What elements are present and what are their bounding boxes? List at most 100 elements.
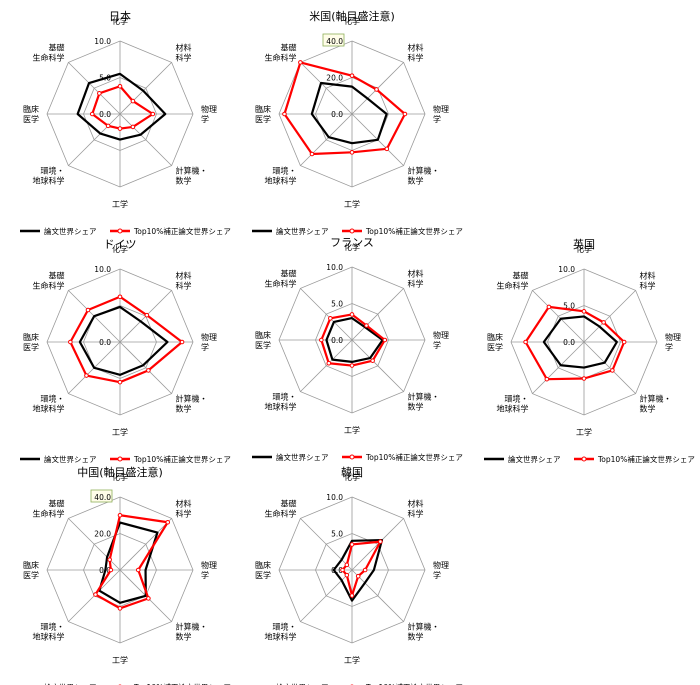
axis-label-line: 科学 bbox=[408, 508, 424, 518]
series-point bbox=[282, 111, 287, 117]
chart-title: ドイツ bbox=[104, 238, 137, 251]
series-line bbox=[78, 305, 169, 376]
grid-spoke bbox=[583, 341, 636, 394]
axis-label-line: 化学 bbox=[112, 472, 128, 482]
series-line bbox=[542, 315, 618, 369]
chart-title: 英国 bbox=[573, 237, 595, 251]
series-point bbox=[93, 592, 98, 597]
grid-spoke bbox=[300, 62, 353, 115]
grid-spoke bbox=[68, 113, 121, 166]
axis-label: 化学 bbox=[344, 472, 360, 482]
axis-label-line: 医学 bbox=[255, 340, 271, 350]
series-point bbox=[349, 542, 355, 547]
axis-label: 臨床医学 bbox=[23, 104, 39, 124]
legend-label: 論文世界シェア bbox=[44, 454, 97, 464]
series-point bbox=[117, 294, 123, 300]
series-point bbox=[117, 83, 123, 89]
axis-label: 環境・地球科学 bbox=[496, 394, 528, 414]
grid-spoke bbox=[532, 290, 585, 343]
axis-label-line: 工学 bbox=[112, 199, 128, 209]
axis-label-line: 環境・ bbox=[272, 392, 296, 402]
tick-label: 10.0 bbox=[558, 265, 575, 274]
series-point bbox=[146, 596, 151, 601]
legend-label: 論文世界シェア bbox=[44, 226, 97, 236]
series-point bbox=[340, 567, 345, 573]
axis-label-line: 臨床 bbox=[487, 332, 503, 342]
radar-panel: 日本0.05.010.0化学材料科学物理学計算機・数学工学環境・地球科学臨床医学… bbox=[20, 9, 231, 236]
series-line bbox=[76, 72, 167, 141]
axis-label: 臨床医学 bbox=[487, 332, 503, 352]
axis-label-line: 計算機・ bbox=[640, 394, 672, 404]
tick-label: 0.0 bbox=[99, 338, 111, 347]
axis-label: 材料科学 bbox=[408, 498, 424, 518]
axis-label-line: 基礎 bbox=[512, 270, 528, 280]
tick-label: 10.0 bbox=[326, 493, 343, 502]
chart-title: フランス bbox=[330, 236, 374, 249]
series-point bbox=[107, 557, 112, 562]
series-point bbox=[146, 368, 151, 373]
grid-spoke bbox=[68, 518, 121, 571]
axis-label: 環境・地球科学 bbox=[32, 394, 64, 414]
axis-label: 化学 bbox=[344, 242, 360, 252]
tick-label: 40.0 bbox=[326, 37, 343, 46]
tick-label: 10.0 bbox=[326, 263, 343, 272]
axis-label-line: 物理 bbox=[665, 332, 681, 342]
axis-label-line: 地球科学 bbox=[32, 632, 64, 642]
axis-label-line: 化学 bbox=[112, 244, 128, 254]
axis-label-line: 材料 bbox=[176, 498, 192, 508]
axis-label-line: 材料 bbox=[176, 42, 192, 52]
series-point bbox=[370, 358, 375, 363]
axis-label: 工学 bbox=[344, 425, 360, 435]
axis-label: 基礎生命科学 bbox=[32, 270, 64, 290]
axis-label-line: 生命科学 bbox=[32, 52, 64, 62]
axis-label-line: 物理 bbox=[201, 560, 217, 570]
axis-label-line: 環境・ bbox=[40, 394, 64, 404]
axis-label-line: 医学 bbox=[255, 570, 271, 580]
tick-label: 10.0 bbox=[94, 265, 111, 274]
axis-label-line: 数学 bbox=[640, 404, 656, 414]
grid-spoke bbox=[119, 341, 172, 394]
series-point bbox=[117, 126, 123, 131]
axis-label-line: 数学 bbox=[176, 176, 192, 186]
axis-label-line: 学 bbox=[665, 342, 673, 352]
axis-label-line: 臨床 bbox=[255, 104, 271, 114]
series-point bbox=[135, 567, 141, 573]
legend-label: 論文世界シェア bbox=[276, 682, 329, 685]
axis-label-line: 計算機・ bbox=[408, 166, 440, 176]
axis-label: 工学 bbox=[112, 427, 128, 437]
series-point bbox=[179, 339, 185, 345]
series-point bbox=[68, 339, 73, 345]
axis-label-line: 計算機・ bbox=[176, 166, 208, 176]
tick-label: 0.0 bbox=[99, 110, 111, 119]
grid-spoke bbox=[119, 62, 172, 115]
series-point bbox=[349, 363, 355, 368]
series-line bbox=[310, 81, 388, 145]
tick-label: 20.0 bbox=[94, 530, 111, 539]
axis-label: 環境・地球科学 bbox=[32, 622, 64, 642]
axis-label-line: 地球科学 bbox=[32, 176, 64, 186]
axis-label-line: 科学 bbox=[176, 280, 192, 290]
series-point bbox=[378, 539, 383, 544]
legend-label: Top10%補正論文世界シェア bbox=[133, 226, 231, 236]
tick-label: 20.0 bbox=[326, 74, 343, 83]
series-point bbox=[355, 573, 361, 579]
axis-label-line: 工学 bbox=[344, 425, 360, 435]
axis-label-line: 臨床 bbox=[255, 560, 271, 570]
axis-label: 環境・地球科学 bbox=[264, 392, 296, 412]
legend-label: 論文世界シェア bbox=[276, 452, 329, 462]
axis-label-line: 数学 bbox=[408, 402, 424, 412]
grid-spoke bbox=[300, 569, 353, 622]
axis-label-line: 計算機・ bbox=[408, 622, 440, 632]
legend-label: Top10%補正論文世界シェア bbox=[133, 454, 231, 464]
legend-label: Top10%補正論文世界シェア bbox=[597, 454, 695, 464]
series-point bbox=[621, 339, 627, 345]
grid-spoke bbox=[351, 339, 404, 392]
axis-label-line: 基礎 bbox=[48, 498, 64, 508]
tick-label: 0.0 bbox=[331, 336, 343, 345]
axis-label-line: 生命科学 bbox=[264, 508, 296, 518]
axis-label-line: 物理 bbox=[201, 332, 217, 342]
axis-label: 材料科学 bbox=[408, 42, 424, 62]
grid-spoke bbox=[300, 339, 353, 392]
series-point bbox=[546, 304, 552, 310]
series-point bbox=[610, 368, 615, 373]
